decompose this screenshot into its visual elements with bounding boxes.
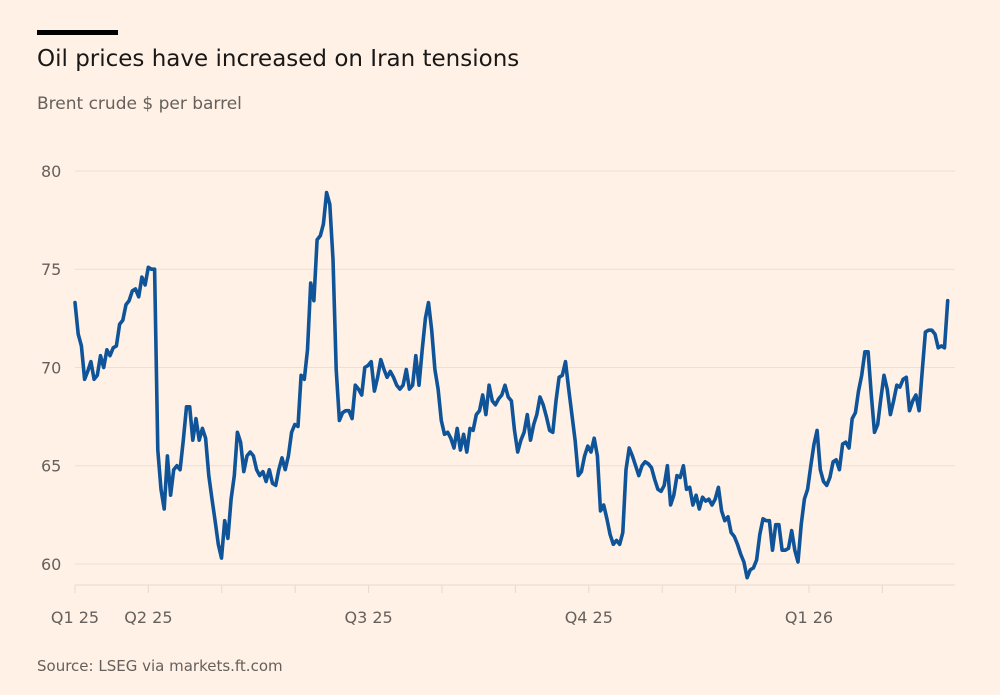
chart-title: Oil prices have increased on Iran tensio…	[37, 46, 520, 72]
y-tick-label-70: 70	[41, 358, 61, 377]
ft-title-bar	[37, 30, 118, 35]
x-tick-label: Q2 25	[124, 608, 172, 627]
x-tick-label: Q1 26	[785, 608, 833, 627]
source-note: Source: LSEG via markets.ft.com	[37, 657, 283, 675]
y-tick-label-60: 60	[41, 555, 61, 574]
y-tick-label-80: 80	[41, 162, 61, 181]
series-layer	[73, 190, 950, 580]
x-axis: Q1 25 Q2 25 Q3 25 Q4 25 Q1 26	[51, 584, 955, 627]
series-line-brent-crude	[73, 190, 950, 580]
x-tick-label: Q1 25	[51, 608, 99, 627]
x-tick-label: Q4 25	[565, 608, 613, 627]
chart-subtitle: Brent crude $ per barrel	[37, 94, 242, 114]
y-tick-label-75: 75	[41, 260, 61, 279]
y-tick-label-65: 65	[41, 457, 61, 476]
y-axis-labels: 60 65 70 75 80	[41, 162, 61, 574]
gridlines	[75, 170, 955, 565]
x-tick-label: Q3 25	[344, 608, 392, 627]
